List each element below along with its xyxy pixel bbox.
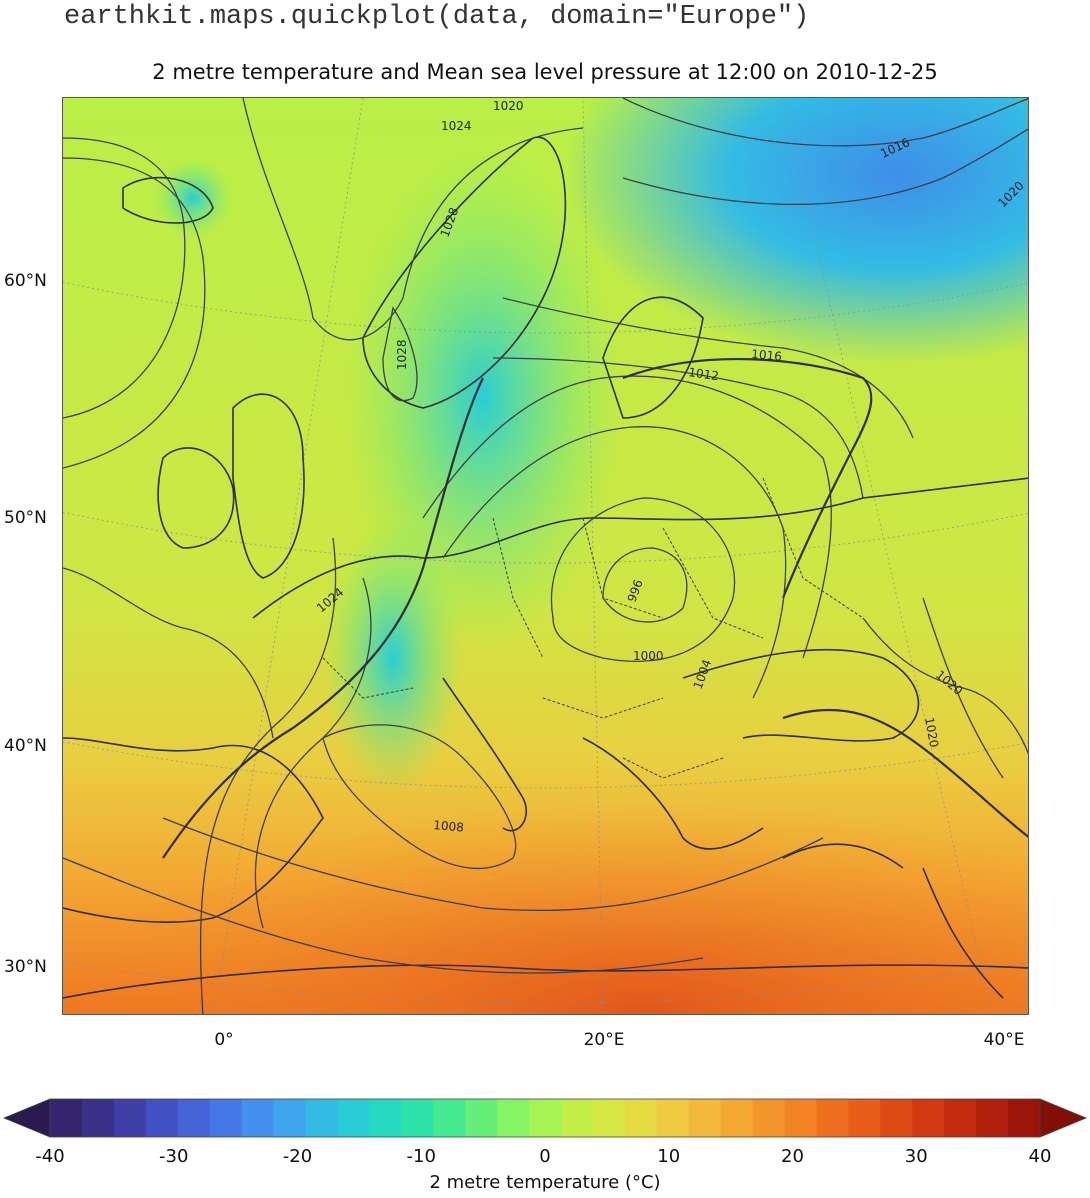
colorbar-extend-min (2, 1098, 51, 1138)
colorbar (2, 1098, 1088, 1138)
map-panel: 1020 1024 1016 1020 1028 1028 1016 1012 … (62, 97, 1029, 1015)
colorbar-cell (880, 1099, 913, 1137)
colorbar-tick-label: -30 (159, 1146, 189, 1167)
isobar-label: 1028 (395, 339, 409, 370)
colorbar-cells (50, 1099, 1041, 1137)
isobar-label: 1020 (922, 716, 941, 749)
colorbar-tick-label: 40 (1028, 1146, 1052, 1167)
isobar-label: 1024 (441, 119, 472, 133)
lon-label: 20°E (583, 1030, 625, 1050)
map-title: 2 metre temperature and Mean sea level p… (152, 60, 938, 84)
colorbar-cell (50, 1099, 83, 1137)
colorbar-cell (560, 1099, 594, 1137)
colorbar-cell (752, 1099, 786, 1137)
colorbar-cell (656, 1099, 690, 1137)
lat-label: 40°N (4, 736, 47, 756)
colorbar-tick-label: 0 (539, 1146, 551, 1167)
colorbar-cell (241, 1099, 275, 1137)
colorbar-cell (305, 1099, 338, 1137)
colorbar-cell (720, 1099, 754, 1137)
lat-label: 50°N (4, 508, 47, 528)
colorbar-cell (497, 1099, 530, 1137)
colorbar-extend-max (1039, 1098, 1088, 1138)
colorbar-cell (784, 1099, 817, 1137)
temperature-map: 1020 1024 1016 1020 1028 1028 1016 1012 … (63, 98, 1028, 1014)
colorbar-cell (113, 1099, 147, 1137)
isobar-label: 1000 (633, 649, 664, 663)
lat-label: 30°N (4, 957, 47, 977)
colorbar-cell (465, 1099, 498, 1137)
colorbar-cell (976, 1099, 1009, 1137)
colorbar-cell (177, 1099, 211, 1137)
isobar-label: 1016 (751, 347, 783, 364)
colorbar-tick-label: 20 (781, 1146, 804, 1167)
lon-label: 0° (214, 1030, 234, 1050)
colorbar-cell (273, 1099, 306, 1137)
colorbar-label: 2 metre temperature (°C) (429, 1172, 661, 1193)
colorbar-cell (529, 1099, 562, 1137)
lon-label: 40°E (983, 1030, 1025, 1050)
isobar-label: 1008 (433, 818, 465, 835)
colorbar-cell (369, 1099, 402, 1137)
colorbar-cell (848, 1099, 881, 1137)
colorbar-cell (433, 1099, 466, 1137)
colorbar-cell (816, 1099, 849, 1137)
colorbar-tick-label: -20 (282, 1146, 313, 1167)
colorbar-cell (1008, 1099, 1041, 1137)
colorbar-tick-label: -10 (406, 1146, 436, 1167)
colorbar-cell (592, 1099, 626, 1137)
colorbar-cell (145, 1099, 179, 1137)
isobar-label: 1012 (688, 365, 720, 383)
colorbar-tick-label: 30 (904, 1146, 928, 1167)
colorbar-tick-label: 10 (657, 1146, 681, 1167)
lat-label: 60°N (4, 271, 47, 291)
colorbar-frame (49, 1098, 1041, 1138)
colorbar-tick-label: -40 (35, 1146, 65, 1167)
colorbar-cell (688, 1099, 722, 1137)
colorbar-cell (624, 1099, 658, 1137)
colorbar-cell (81, 1099, 115, 1137)
colorbar-cell (209, 1099, 243, 1137)
isobar-label: 1020 (493, 99, 524, 113)
colorbar-cell (337, 1099, 370, 1137)
colorbar-cell (401, 1099, 434, 1137)
code-snippet: earthkit.maps.quickplot(data, domain="Eu… (64, 2, 810, 32)
colorbar-cell (944, 1099, 977, 1137)
colorbar-cell (912, 1099, 945, 1137)
